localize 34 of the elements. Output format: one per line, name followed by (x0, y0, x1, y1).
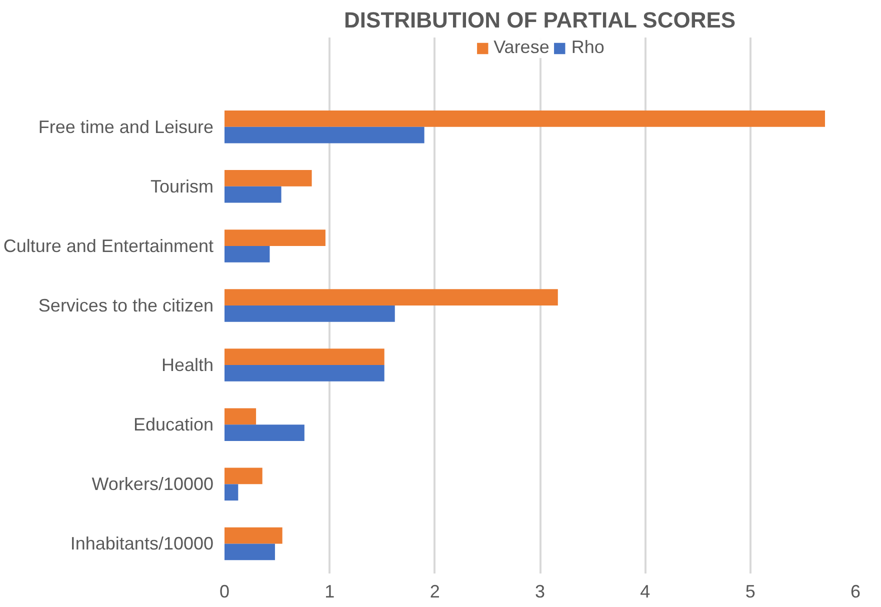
x-tick-label: 1 (324, 582, 335, 602)
x-tick-label: 3 (534, 582, 546, 602)
x-tick-label: 4 (640, 582, 650, 602)
y-tick-label: Culture and Entertainment (3, 236, 214, 256)
bar (224, 424, 304, 441)
legend-label: Rho (571, 37, 604, 58)
y-tick-label: Free time and Leisure (38, 116, 214, 137)
bar (224, 544, 275, 560)
bar (224, 468, 262, 484)
bar (224, 126, 424, 144)
bar (224, 365, 384, 382)
bar (224, 289, 558, 306)
bar (224, 246, 270, 262)
x-tick-label: 0 (219, 582, 230, 602)
bar (224, 230, 326, 246)
legend-label: Varese (494, 37, 550, 58)
bar (224, 408, 256, 425)
bar (224, 170, 312, 186)
bar (224, 110, 825, 127)
x-tick-label: 6 (850, 582, 861, 602)
bar (224, 306, 395, 322)
y-tick-label: Health (161, 355, 214, 376)
y-tick-label: Inhabitants/10000 (70, 534, 214, 554)
bar (224, 484, 238, 501)
bar (224, 186, 282, 203)
bar (224, 348, 384, 366)
x-tick-label: 2 (430, 582, 440, 602)
x-tick-label: 5 (745, 582, 756, 602)
y-tick-label: Services to the citizen (38, 296, 214, 316)
y-tick-label: Tourism (150, 176, 214, 196)
y-tick-label: Education (133, 414, 214, 435)
bar (224, 527, 282, 544)
y-tick-label: Workers/10000 (92, 474, 214, 494)
chart-title: DISTRIBUTION OF PARTIAL SCORES (344, 8, 736, 32)
